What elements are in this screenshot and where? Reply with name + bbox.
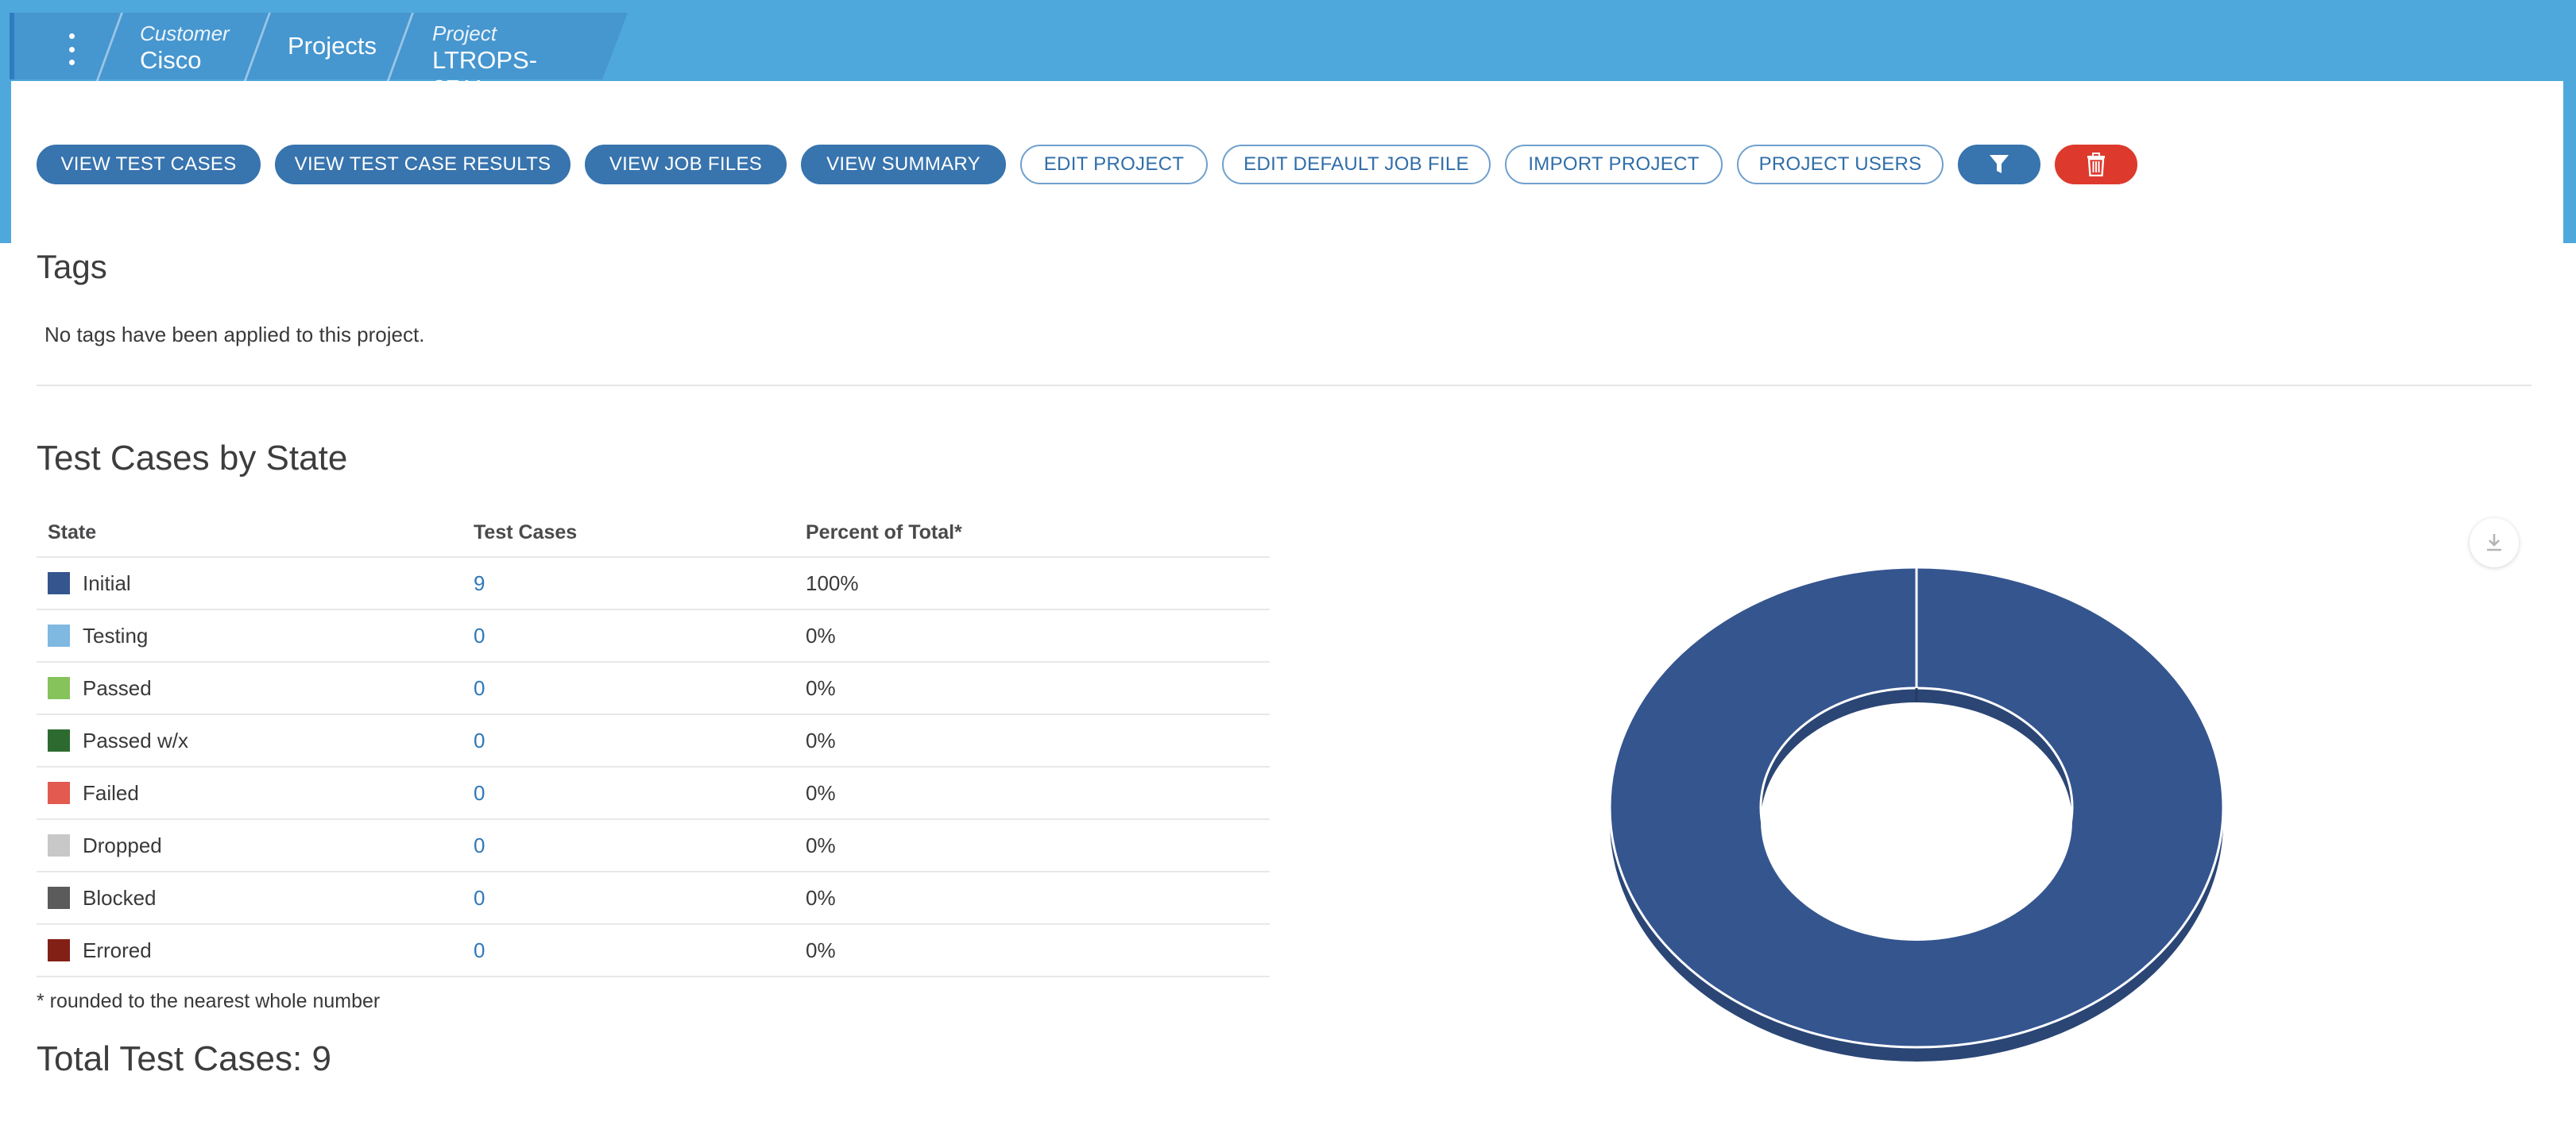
test-case-count-link[interactable]: 0	[474, 885, 485, 910]
percent-cell: 0%	[806, 885, 836, 910]
state-cell: Passed	[37, 676, 472, 701]
state-table: State Test Cases Percent of Total* Initi…	[37, 509, 1270, 977]
kebab-menu-icon[interactable]	[62, 33, 81, 65]
state-table-header: State Test Cases Percent of Total*	[37, 509, 1270, 558]
table-row: Initial 9 100%	[37, 558, 1270, 610]
total-test-cases: Total Test Cases: 9	[37, 1039, 331, 1078]
state-label: Errored	[83, 938, 152, 962]
state-cell: Blocked	[37, 886, 472, 911]
state-label: Dropped	[83, 833, 162, 857]
state-label: Testing	[83, 623, 149, 648]
test-case-count-cell: 0	[472, 886, 806, 911]
percent-cell: 100%	[806, 570, 859, 595]
breadcrumb-background	[14, 13, 628, 79]
test-case-count-cell: 0	[472, 938, 806, 963]
rounding-footnote: * rounded to the nearest whole number	[37, 990, 381, 1012]
state-color-swatch	[48, 572, 70, 594]
test-case-count-link[interactable]: 0	[474, 728, 485, 752]
view-test-cases-button[interactable]: VIEW TEST CASES	[37, 145, 261, 184]
project-users-button[interactable]: PROJECT USERS	[1737, 145, 1944, 184]
state-cell: Errored	[37, 938, 472, 963]
table-row: Testing 0 0%	[37, 610, 1270, 663]
state-color-swatch	[48, 939, 70, 961]
percent-cell: 0%	[806, 728, 836, 752]
table-row: Dropped 0 0%	[37, 820, 1270, 872]
state-color-swatch	[48, 887, 70, 909]
state-color-swatch	[48, 625, 70, 647]
state-color-swatch	[48, 677, 70, 699]
header-test-cases: Test Cases	[474, 520, 578, 543]
test-case-count-cell: 0	[472, 781, 806, 806]
state-color-swatch	[48, 782, 70, 804]
state-label: Passed w/x	[83, 728, 188, 752]
trash-icon	[2087, 153, 2105, 176]
test-case-count-cell: 0	[472, 729, 806, 753]
state-cell: Testing	[37, 624, 472, 648]
view-test-case-results-button[interactable]: VIEW TEST CASE RESULTS	[275, 145, 571, 184]
test-case-count-link[interactable]: 0	[474, 833, 485, 857]
table-row: Passed w/x 0 0%	[37, 715, 1270, 768]
import-project-button[interactable]: IMPORT PROJECT	[1505, 145, 1723, 184]
percent-cell: 0%	[806, 675, 836, 700]
donut-slice-initial[interactable]	[1608, 566, 2225, 1062]
edit-default-job-file-button[interactable]: EDIT DEFAULT JOB FILE	[1222, 145, 1491, 184]
edit-project-button[interactable]: EDIT PROJECT	[1020, 145, 1208, 184]
state-label: Blocked	[83, 885, 157, 910]
header-accent	[10, 13, 14, 79]
view-job-files-button[interactable]: VIEW JOB FILES	[585, 145, 787, 184]
tags-empty-text: No tags have been applied to this projec…	[44, 323, 425, 346]
delete-project-button[interactable]	[2055, 145, 2137, 184]
test-case-count-cell: 9	[472, 571, 806, 596]
chart-download-button[interactable]	[2470, 518, 2519, 567]
percent-cell: 0%	[806, 780, 836, 805]
breadcrumb-customer-label: Customer	[140, 21, 230, 45]
state-label: Failed	[83, 780, 139, 805]
state-cell: Initial	[37, 571, 472, 596]
table-row: Passed 0 0%	[37, 663, 1270, 715]
table-row: Blocked 0 0%	[37, 872, 1270, 925]
state-cell: Dropped	[37, 834, 472, 858]
state-label: Passed	[83, 675, 152, 700]
state-label: Initial	[83, 570, 131, 595]
breadcrumb-customer[interactable]: Customer Cisco	[140, 21, 230, 75]
project-toolbar: VIEW TEST CASES VIEW TEST CASE RESULTS V…	[37, 145, 2137, 184]
test-case-count-link[interactable]: 0	[474, 938, 485, 962]
table-row: Failed 0 0%	[37, 768, 1270, 820]
percent-cell: 0%	[806, 623, 836, 648]
download-icon	[2487, 534, 2501, 551]
state-cell: Failed	[37, 781, 472, 806]
view-summary-button[interactable]: VIEW SUMMARY	[801, 145, 1006, 184]
header-state: State	[48, 520, 97, 543]
header-percent: Percent of Total*	[806, 520, 962, 543]
test-case-count-link[interactable]: 0	[474, 623, 485, 648]
state-color-swatch	[48, 834, 70, 857]
breadcrumb-customer-value: Cisco	[140, 46, 202, 74]
percent-cell: 0%	[806, 938, 836, 962]
tags-heading: Tags	[37, 248, 107, 285]
filter-icon	[1990, 155, 2009, 173]
state-cell: Passed w/x	[37, 729, 472, 753]
state-donut-chart	[1608, 566, 2225, 1062]
breadcrumb-project-label: Project	[432, 21, 497, 45]
filter-button[interactable]	[1958, 145, 2040, 184]
test-case-count-cell: 0	[472, 676, 806, 701]
breadcrumb-projects[interactable]: Projects	[288, 32, 377, 60]
test-case-count-cell: 0	[472, 624, 806, 648]
table-row: Errored 0 0%	[37, 925, 1270, 977]
section-divider	[37, 385, 2532, 386]
percent-cell: 0%	[806, 833, 836, 857]
test-cases-by-state-heading: Test Cases by State	[37, 439, 348, 478]
test-case-count-cell: 0	[472, 834, 806, 858]
test-case-count-link[interactable]: 0	[474, 675, 485, 700]
test-case-count-link[interactable]: 9	[474, 570, 485, 595]
breadcrumb-projects-label: Projects	[288, 32, 377, 60]
test-case-count-link[interactable]: 0	[474, 780, 485, 805]
state-color-swatch	[48, 729, 70, 752]
